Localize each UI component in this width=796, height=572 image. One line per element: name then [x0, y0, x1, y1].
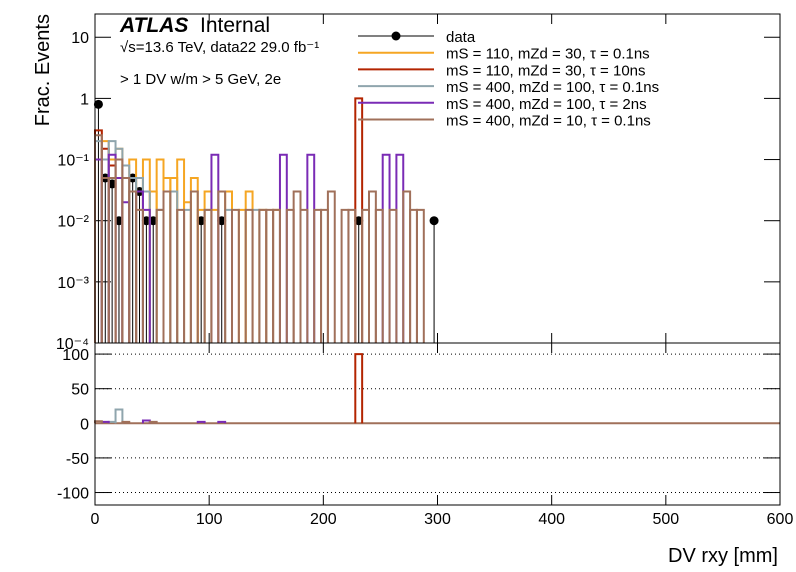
x-axis-label: DV rxy [mm] — [668, 545, 778, 567]
y-tick-label: -50 — [66, 451, 89, 468]
histogram-bin — [176, 208, 186, 343]
data-point — [148, 216, 158, 226]
selection-label: > 1 DV w/m > 5 GeV, 2e — [120, 71, 281, 88]
histogram-bin — [196, 420, 206, 424]
y-tick-label: 10⁻² — [57, 214, 89, 231]
histogram-bin — [189, 190, 199, 343]
x-tick-label: 300 — [424, 511, 451, 528]
histogram-bin — [354, 353, 364, 424]
energy-label: √s=13.6 TeV, data22 29.0 fb⁻¹ — [120, 39, 319, 56]
data-point — [354, 216, 364, 226]
legend-marker — [391, 31, 401, 41]
y-tick-label: 10⁻¹ — [57, 153, 89, 170]
histogram-bin — [374, 208, 384, 343]
data-point — [114, 216, 124, 226]
data-point — [429, 216, 439, 226]
y-tick-label: 50 — [71, 382, 89, 399]
status-label: Internal — [200, 14, 270, 37]
histogram-bin — [299, 208, 309, 343]
plot-frame — [94, 342, 781, 506]
histogram-bin — [121, 420, 131, 424]
data-point — [141, 216, 151, 226]
histogram-bin — [162, 190, 172, 343]
legend-label: mS = 110, mZd = 30, τ = 0.1ns — [446, 46, 650, 63]
legend-label: mS = 110, mZd = 30, τ = 10ns — [446, 62, 646, 79]
x-tick-label: 500 — [652, 511, 679, 528]
legend-label: mS = 400, mZd = 100, τ = 2ns — [446, 96, 647, 113]
histogram-bin — [203, 208, 213, 343]
x-tick-label: 200 — [310, 511, 337, 528]
x-tick-label: 400 — [538, 511, 565, 528]
y-tick-label: 10 — [71, 30, 89, 47]
histogram-bin — [135, 208, 144, 343]
y-tick-label: 10⁻⁴ — [56, 336, 89, 353]
data-point — [93, 99, 103, 109]
y-axis-label: Frac. Events — [32, 14, 54, 126]
y-tick-label: 0 — [80, 416, 89, 433]
legend-label: mS = 400, mZd = 10, τ = 0.1ns — [446, 113, 651, 130]
x-tick-label: 100 — [196, 511, 223, 528]
histogram-bin — [244, 208, 254, 343]
y-tick-label: 100 — [62, 347, 89, 364]
histogram-bin — [347, 208, 357, 343]
data-point — [107, 179, 117, 189]
x-tick-label: 0 — [91, 511, 100, 528]
histogram-bin — [217, 420, 227, 424]
legend-label: mS = 400, mZd = 100, τ = 0.1ns — [446, 79, 659, 96]
x-tick-label: 600 — [767, 511, 794, 528]
histogram-bin — [217, 190, 227, 343]
y-tick-label: -100 — [57, 486, 89, 503]
y-tick-label: 10⁻³ — [57, 275, 89, 292]
y-tick-label: 1 — [80, 91, 89, 108]
histogram-bin — [148, 420, 158, 424]
data-point — [196, 216, 206, 226]
histogram-bin — [326, 190, 336, 343]
histogram-bin — [231, 208, 240, 343]
legend-label: data — [446, 29, 476, 46]
data-point — [217, 216, 227, 226]
histogram-bin — [415, 208, 425, 343]
histogram-bin — [388, 208, 398, 343]
histogram-bin — [114, 408, 124, 424]
histogram-bin — [272, 208, 281, 343]
atlas-label: ATLAS — [119, 14, 188, 37]
